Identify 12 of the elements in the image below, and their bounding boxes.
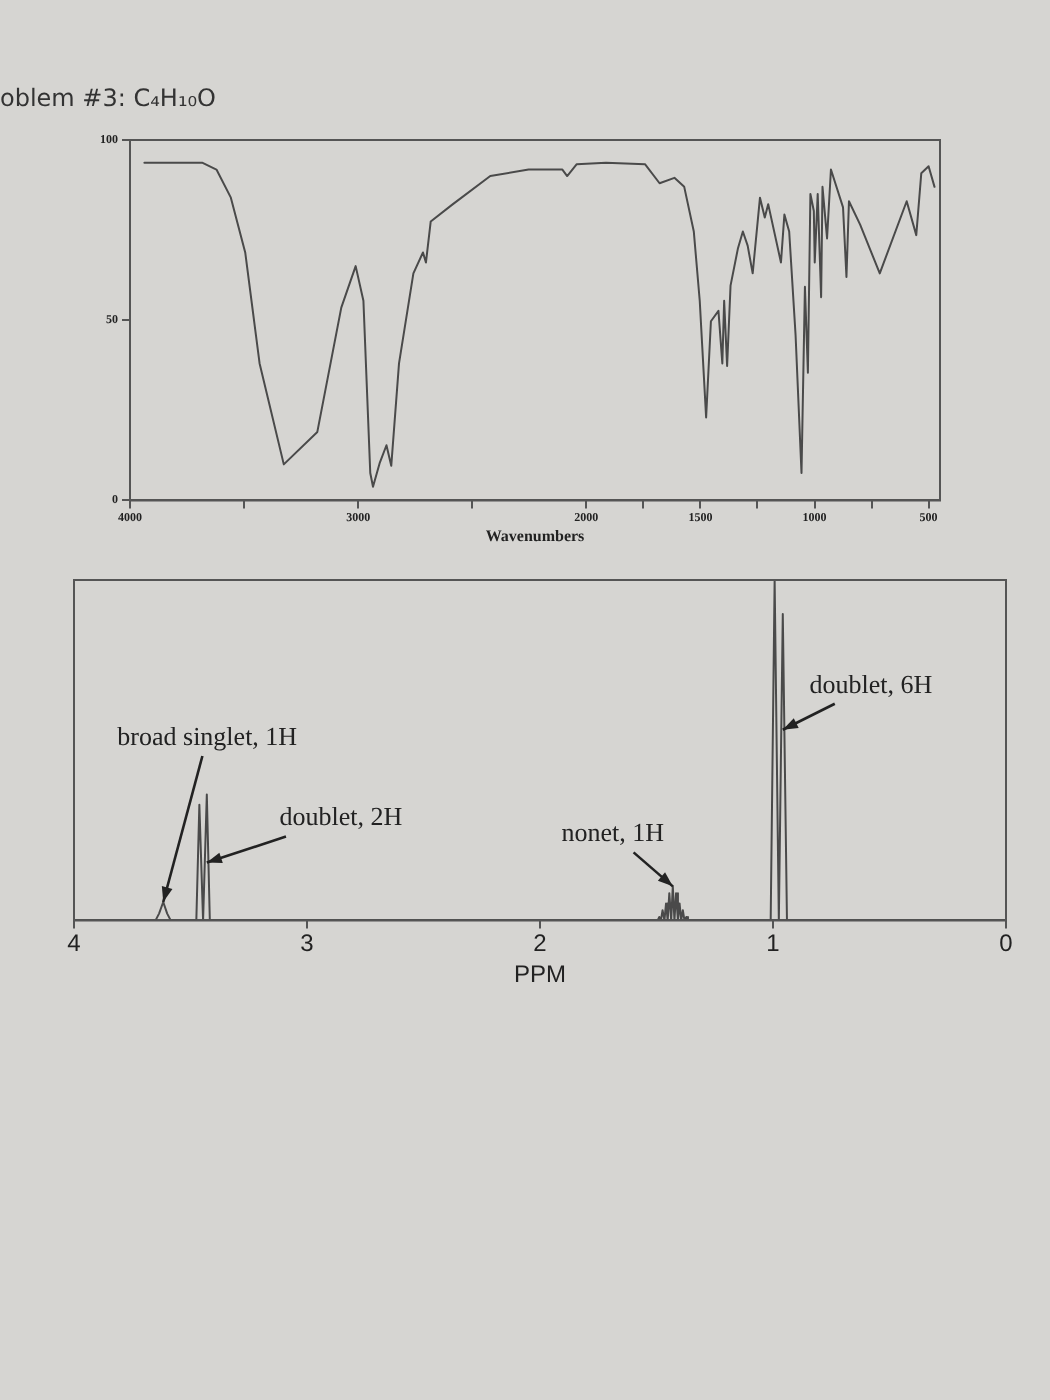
chart-title: oblem #3: C₄H₁₀O [0, 84, 217, 112]
x-tick-label: 4 [67, 929, 82, 958]
x-tick-label: 2 [533, 929, 548, 958]
x-axis-title: Wavenumbers [485, 526, 585, 545]
x-tick-label: 3 [300, 929, 315, 958]
annotation: doublet, 6H [809, 668, 933, 699]
annotation: doublet, 2H [279, 801, 403, 832]
x-tick-label: 1 [766, 929, 781, 958]
x-tick-label: 0 [999, 929, 1014, 958]
x-axis-title: PPM [513, 960, 567, 989]
annotation: nonet, 1H [561, 817, 665, 848]
annotation: broad singlet, 1H [117, 720, 298, 751]
